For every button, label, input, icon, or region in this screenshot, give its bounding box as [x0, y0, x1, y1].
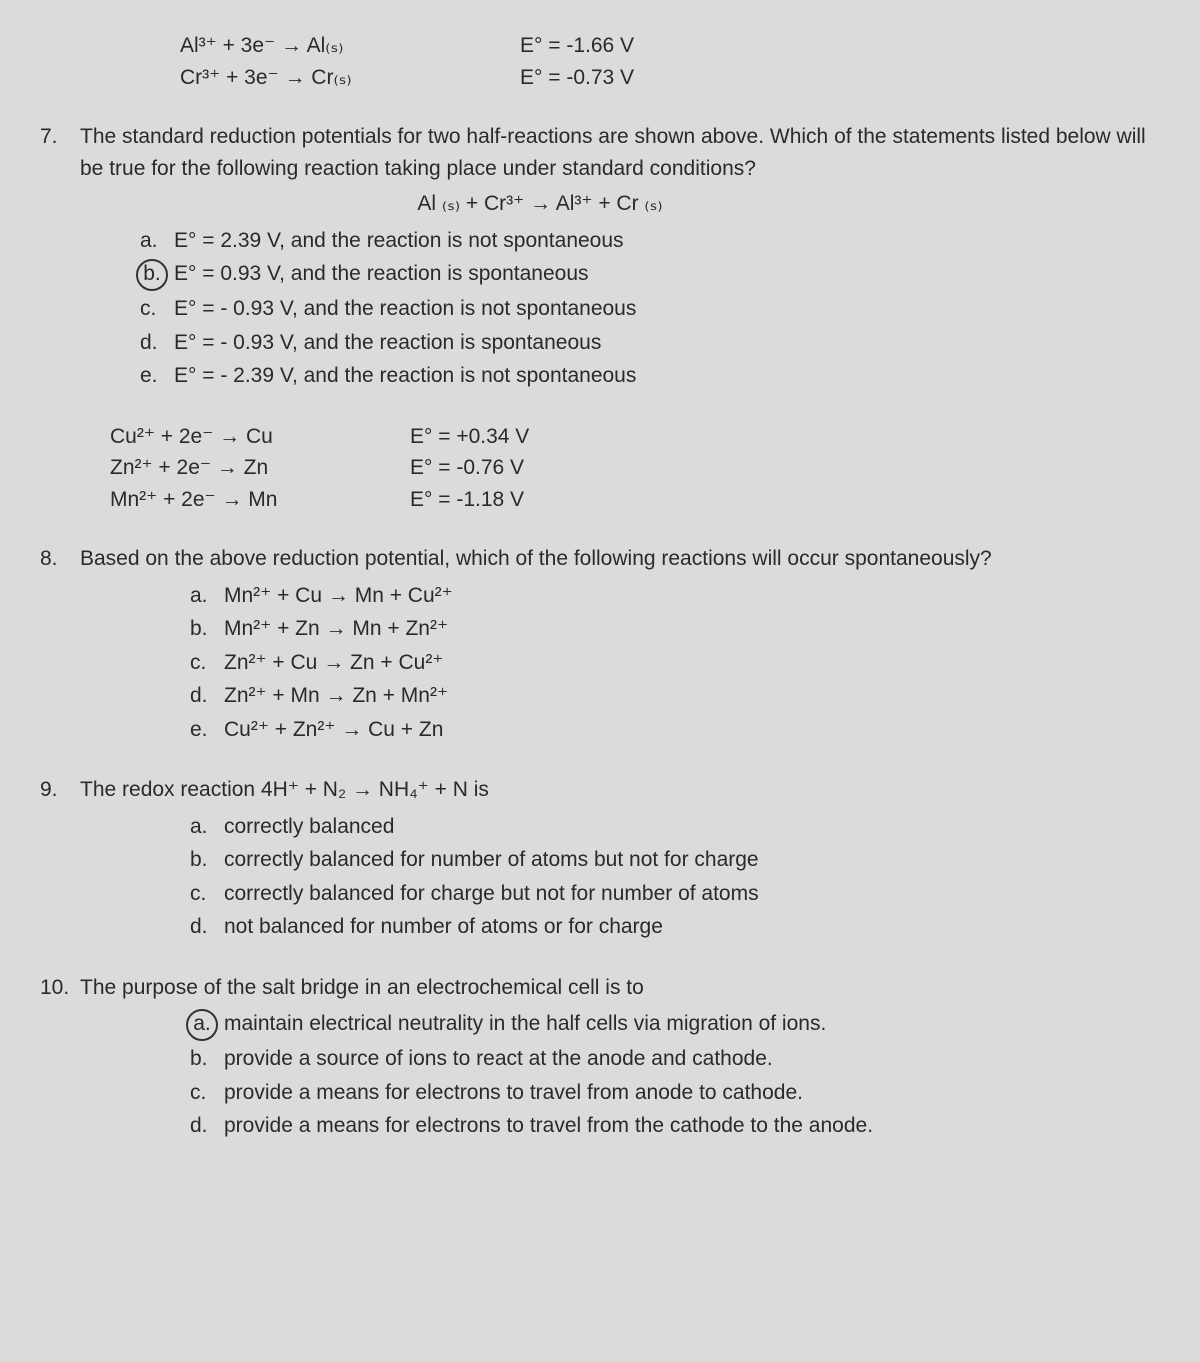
question-8: 8. Based on the above reduction potentia… — [40, 543, 1160, 746]
options-list: a. Mn²⁺ + Cu → Mn + Cu²⁺ b. Mn²⁺ + Zn → … — [80, 579, 1160, 747]
question-number: 7. — [40, 121, 80, 393]
question-number: 8. — [40, 543, 80, 746]
option-a: a. Mn²⁺ + Cu → Mn + Cu²⁺ — [190, 579, 1160, 613]
eq-rhs: E° = -1.66 V — [520, 30, 634, 62]
question-text: The purpose of the salt bridge in an ele… — [80, 972, 1160, 1004]
option-d: d. Zn²⁺ + Mn → Zn + Mn²⁺ — [190, 679, 1160, 713]
mid-equations: Cu²⁺ + 2e⁻ → Cu E° = +0.34 V Zn²⁺ + 2e⁻ … — [40, 421, 1160, 516]
eq-lhs: Zn²⁺ + 2e⁻ → Zn — [80, 452, 410, 484]
eq-rhs: E° = -1.18 V — [410, 484, 524, 516]
options-list: a. E° = 2.39 V, and the reaction is not … — [80, 224, 1160, 393]
eq-lhs: Mn²⁺ + 2e⁻ → Mn — [80, 484, 410, 516]
intro-equations: Al³⁺ + 3e⁻ → Al₍ₛ₎ E° = -1.66 V Cr³⁺ + 3… — [40, 30, 1160, 93]
option-d: d. provide a means for electrons to trav… — [190, 1109, 1160, 1143]
eq-rhs: E° = +0.34 V — [410, 421, 529, 453]
options-list: a. maintain electrical neutrality in the… — [80, 1007, 1160, 1143]
question-number: 10. — [40, 972, 80, 1143]
option-e: e. Cu²⁺ + Zn²⁺ → Cu + Zn — [190, 713, 1160, 747]
circled-answer: b. — [136, 259, 168, 291]
option-b: b. Mn²⁺ + Zn → Mn + Zn²⁺ — [190, 612, 1160, 646]
option-d: d. E° = - 0.93 V, and the reaction is sp… — [140, 326, 1160, 360]
option-a: a. E° = 2.39 V, and the reaction is not … — [140, 224, 1160, 258]
question-text: The standard reduction potentials for tw… — [80, 121, 1160, 184]
eq-rhs: E° = -0.73 V — [520, 62, 634, 94]
option-c: c. Zn²⁺ + Cu → Zn + Cu²⁺ — [190, 646, 1160, 680]
question-number: 9. — [40, 774, 80, 944]
question-9: 9. The redox reaction 4H⁺ + N₂ → NH₄⁺ + … — [40, 774, 1160, 944]
option-a: a. correctly balanced — [190, 810, 1160, 844]
option-e: e. E° = - 2.39 V, and the reaction is no… — [140, 359, 1160, 393]
eq-lhs: Cu²⁺ + 2e⁻ → Cu — [80, 421, 410, 453]
question-text: The redox reaction 4H⁺ + N₂ → NH₄⁺ + N i… — [80, 774, 1160, 806]
circled-answer: a. — [186, 1009, 218, 1041]
option-c: c. correctly balanced for charge but not… — [190, 877, 1160, 911]
question-7: 7. The standard reduction potentials for… — [40, 121, 1160, 393]
eq-rhs: E° = -0.76 V — [410, 452, 524, 484]
option-b: b. E° = 0.93 V, and the reaction is spon… — [140, 257, 1160, 292]
option-d: d. not balanced for number of atoms or f… — [190, 910, 1160, 944]
eq-lhs: Al³⁺ + 3e⁻ → Al₍ₛ₎ — [40, 30, 520, 62]
question-10: 10. The purpose of the salt bridge in an… — [40, 972, 1160, 1143]
option-c: c. E° = - 0.93 V, and the reaction is no… — [140, 292, 1160, 326]
option-b: b. provide a source of ions to react at … — [190, 1042, 1160, 1076]
option-c: c. provide a means for electrons to trav… — [190, 1076, 1160, 1110]
option-b: b. correctly balanced for number of atom… — [190, 843, 1160, 877]
option-a: a. maintain electrical neutrality in the… — [190, 1007, 1160, 1042]
options-list: a. correctly balanced b. correctly balan… — [80, 810, 1160, 944]
question-equation: Al ₍ₛ₎ + Cr³⁺ → Al³⁺ + Cr ₍ₛ₎ — [80, 188, 1160, 220]
question-text: Based on the above reduction potential, … — [80, 543, 1160, 575]
eq-lhs: Cr³⁺ + 3e⁻ → Cr₍ₛ₎ — [40, 62, 520, 94]
